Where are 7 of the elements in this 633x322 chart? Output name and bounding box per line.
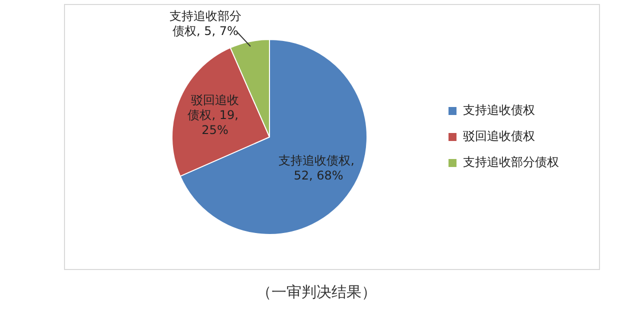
data-label: 驳回追收债权, 19, 25%: [188, 92, 242, 137]
legend-label: 驳回追收债权: [463, 129, 535, 144]
legend-label: 支持追收部分债权: [463, 155, 559, 170]
text: （一审判决结果）: [256, 283, 378, 302]
legend-label: 支持追收债权: [463, 103, 535, 118]
data-label: 支持追收债权, 52, 68%: [278, 154, 358, 183]
data-label: 支持追收部分债权, 5, 7%: [169, 9, 242, 38]
